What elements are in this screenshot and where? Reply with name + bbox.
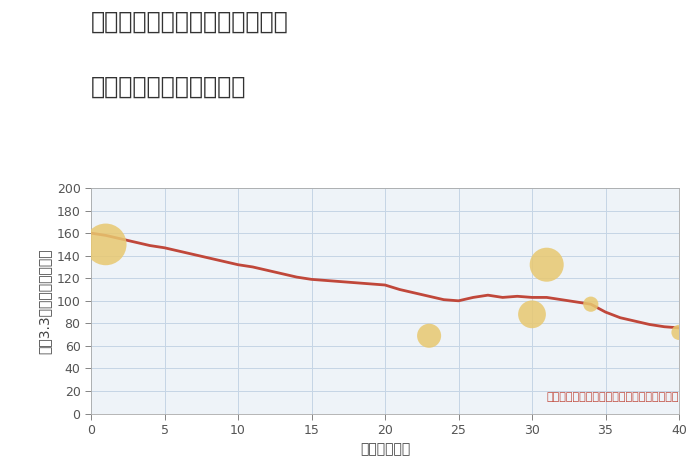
- Point: [100, 241, 111, 248]
- Y-axis label: 坪（3.3㎡）単価（万円）: 坪（3.3㎡）単価（万円）: [37, 248, 51, 353]
- Text: 円の大きさは、取引のあった物件面積を示す: 円の大きさは、取引のあった物件面積を示す: [547, 392, 679, 402]
- Point: [424, 332, 435, 339]
- Text: 築年数別中古戸建て価格: 築年数別中古戸建て価格: [91, 75, 246, 99]
- Point: [673, 329, 685, 336]
- X-axis label: 築年数（年）: 築年数（年）: [360, 443, 410, 456]
- Text: 愛知県名古屋市中村区森末町の: 愛知県名古屋市中村区森末町の: [91, 9, 288, 33]
- Point: [585, 300, 596, 308]
- Point: [541, 261, 552, 268]
- Point: [526, 311, 538, 318]
